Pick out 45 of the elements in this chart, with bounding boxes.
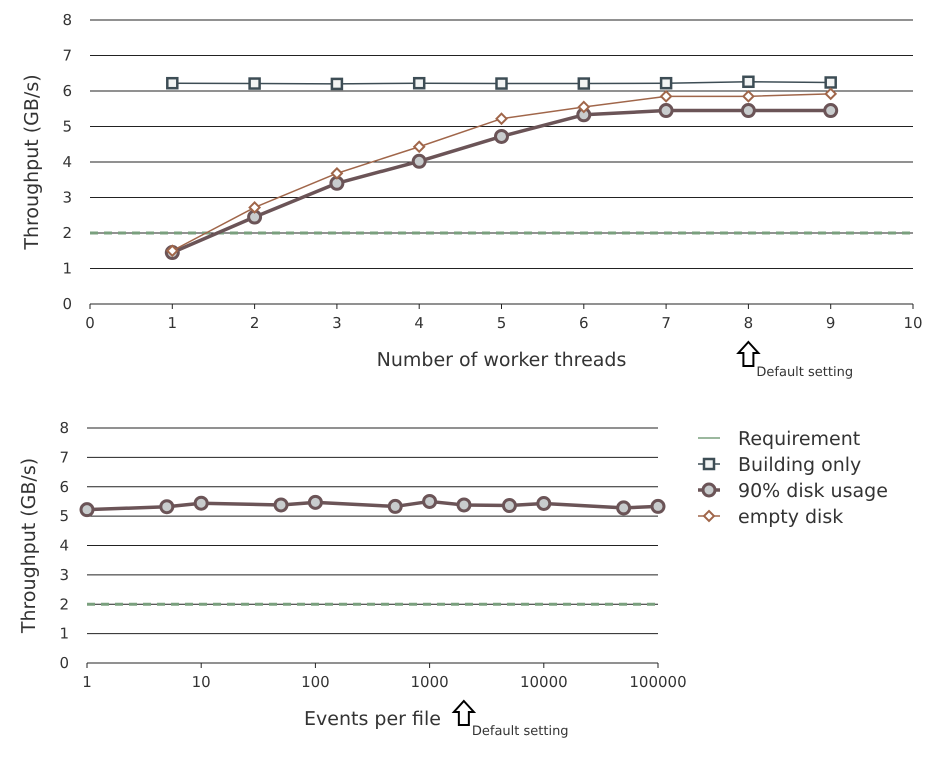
x-axis-title: Events per file <box>304 708 441 730</box>
y-tick-label: 0 <box>62 295 72 313</box>
y-tick-label: 5 <box>62 118 72 136</box>
x-tick-label: 4 <box>414 314 424 332</box>
x-tick-label: 8 <box>744 314 754 332</box>
x-tick-label: 10000 <box>520 673 568 691</box>
x-tick-label: 100 <box>301 673 330 691</box>
x-tick-label: 1 <box>82 673 92 691</box>
x-tick-label: 2 <box>250 314 260 332</box>
legend-label: Requirement <box>738 428 860 450</box>
legend-label: Building only <box>738 454 862 476</box>
y-tick-label: 3 <box>59 566 69 584</box>
x-tick-label: 1000 <box>410 673 449 691</box>
y-tick-label: 1 <box>59 624 69 643</box>
y-tick-label: 7 <box>59 448 69 466</box>
text: Default setting <box>756 365 854 380</box>
legend-label: empty disk <box>738 506 844 528</box>
y-tick-label: 6 <box>59 478 69 496</box>
y-axis-title: Throughput (GB/s) <box>18 458 40 634</box>
y-tick-label: 8 <box>59 419 69 437</box>
y-tick-label: 5 <box>59 507 69 526</box>
x-tick-label: 5 <box>496 314 506 332</box>
x-tick-label: 3 <box>332 314 342 332</box>
y-tick-label: 1 <box>62 260 72 278</box>
y-axis-title: Throughput (GB/s) <box>21 74 43 251</box>
x-tick-label: 10 <box>192 673 211 691</box>
y-tick-label: 7 <box>62 46 72 64</box>
y-tick-label: 4 <box>59 536 69 554</box>
y-tick-label: 6 <box>62 82 72 100</box>
x-tick-label: 9 <box>826 314 836 332</box>
legend-label: 90% disk usage <box>738 480 888 502</box>
y-tick-label: 3 <box>62 188 72 206</box>
x-tick-label: 7 <box>661 314 671 332</box>
x-tick-label: 1 <box>168 314 178 332</box>
y-tick-label: 4 <box>62 153 72 171</box>
y-tick-label: 2 <box>62 224 72 242</box>
text: Default setting <box>472 724 569 739</box>
x-tick-label: 6 <box>579 314 589 332</box>
x-axis-title: Number of worker threads <box>376 349 626 371</box>
y-tick-label: 0 <box>59 654 69 672</box>
y-tick-label: 8 <box>62 11 72 29</box>
x-tick-label: 100000 <box>629 673 687 691</box>
x-tick-label: 0 <box>85 314 95 332</box>
y-tick-label: 2 <box>59 595 69 614</box>
x-tick-label: 10 <box>903 314 923 332</box>
